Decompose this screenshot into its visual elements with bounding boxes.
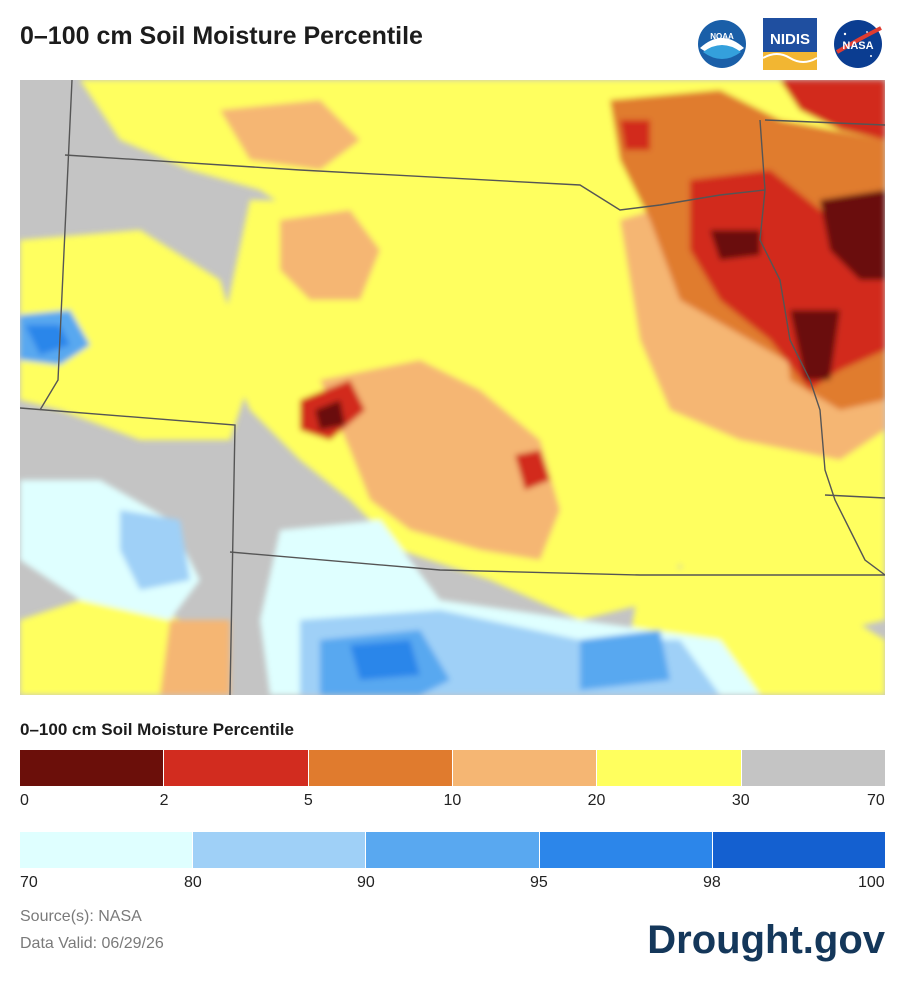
legend-wet-ticks: 70 80 90 95 98 100 — [20, 874, 885, 896]
border-line — [39, 80, 73, 411]
legend-dry-tick-label: 10 — [443, 792, 462, 809]
legend-dry-swatch — [20, 750, 165, 786]
region-wet-deepblue-west — [25, 325, 70, 355]
nidis-logo-text: NIDIS — [770, 31, 810, 48]
region-wet-blue-southeast — [580, 630, 670, 690]
legend-dry-swatch — [452, 750, 598, 786]
legend-dry-swatch — [308, 750, 453, 786]
region-yellow-west — [20, 230, 250, 440]
border-line — [764, 119, 885, 126]
legend-wet-swatch — [193, 832, 367, 868]
legend-wet-swatch — [539, 832, 713, 868]
legend-dry-tick-label: 5 — [303, 792, 313, 809]
legend-wet-tick-label: 100 — [858, 874, 885, 891]
border-line — [20, 407, 236, 695]
legend-dry-tick-label: 2 — [159, 792, 169, 809]
noaa-logo[interactable]: NOAA — [695, 18, 749, 70]
region-wet-lightblue-west — [120, 510, 190, 590]
region-lightorange-center — [320, 360, 560, 560]
region-darkred-north — [710, 230, 760, 260]
region-wet-deepblue-south — [350, 640, 420, 680]
region-darkred-east — [790, 310, 840, 380]
nasa-logo[interactable]: NASA — [831, 18, 885, 70]
border-line — [64, 154, 766, 211]
legend-dry-color-bar — [20, 750, 885, 786]
legend-wet-swatch — [712, 832, 886, 868]
region-lightorange-northwest — [280, 210, 380, 300]
border-line — [824, 494, 885, 499]
legend-wet-tick-label: 80 — [184, 874, 202, 891]
region-red-top-center — [620, 120, 650, 150]
state-borders — [20, 80, 885, 695]
legend-wet-tick-label: 90 — [357, 874, 375, 891]
page-title: 0–100 cm Soil Moisture Percentile — [20, 22, 423, 50]
legend-wet-tick-label: 98 — [703, 874, 721, 891]
noaa-logo-text: NOAA — [710, 32, 734, 41]
moisture-regions — [20, 80, 885, 695]
region-lightorange-north — [220, 100, 360, 170]
region-lightorange-south — [160, 620, 230, 695]
legend-dry-swatch — [164, 750, 309, 786]
legend-dry-swatch — [741, 750, 885, 786]
soil-moisture-map[interactable] — [20, 80, 885, 695]
legend-dry-tick-label: 0 — [20, 792, 29, 809]
nidis-logo[interactable]: NIDIS — [763, 18, 817, 70]
legend-wet-swatch — [20, 832, 194, 868]
legend-dry-tick-label: 70 — [867, 792, 885, 809]
border-line — [229, 551, 885, 576]
legend-wet-tick-label: 95 — [530, 874, 548, 891]
legend-title: 0–100 cm Soil Moisture Percentile — [20, 720, 295, 739]
legend-wet-color-bar — [20, 832, 886, 868]
legend-wet-tick-label: 70 — [20, 874, 38, 891]
data-valid-text: Data Valid: 06/29/26 — [20, 935, 164, 952]
region-red-top — [780, 80, 885, 140]
legend-dry-tick-label: 20 — [587, 792, 606, 809]
legend-dry-swatch — [597, 750, 742, 786]
legend-dry-ticks: 0 2 5 10 20 30 70 — [20, 792, 885, 814]
logo-strip: NOAA NIDIS NASA — [695, 18, 885, 70]
legend-dry-tick-label: 30 — [731, 792, 750, 809]
region-red-center — [515, 450, 550, 490]
region-darkred-northeast — [820, 190, 885, 280]
nasa-logo-text: NASA — [842, 40, 873, 52]
drought-gov-brand[interactable]: Drought.gov — [647, 918, 885, 962]
region-darkred-west — [315, 400, 345, 430]
border-line — [759, 119, 885, 576]
legend-wet-swatch — [366, 832, 540, 868]
source-text: Source(s): NASA — [20, 908, 142, 925]
